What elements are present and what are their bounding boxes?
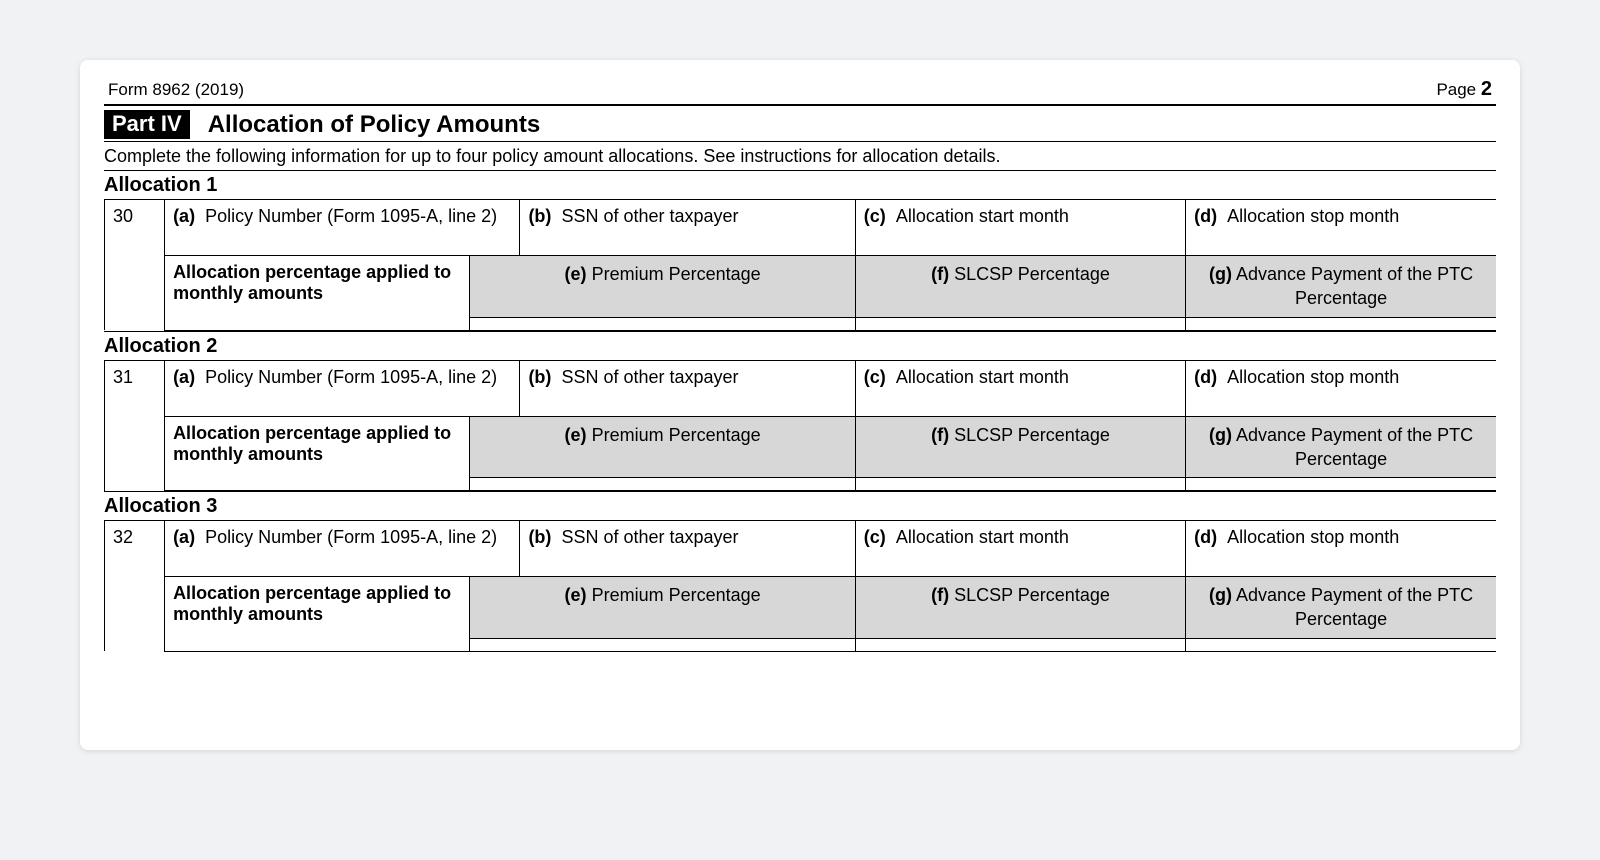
line-number: 31 [105, 360, 165, 491]
cell-a[interactable]: (a) Policy Number (Form 1095-A, line 2) [165, 521, 520, 577]
allocation-heading: Allocation 3 [104, 491, 1496, 520]
cell-g-header: (g) Advance Payment of the PTC Percentag… [1186, 256, 1496, 318]
row2-left-label: Allocation percentage applied to monthly… [165, 577, 470, 652]
cell-f-input[interactable] [855, 317, 1185, 330]
cell-g-header: (g) Advance Payment of the PTC Percentag… [1186, 416, 1496, 478]
allocation-table-3: 32 (a) Policy Number (Form 1095-A, line … [104, 520, 1496, 652]
part-instruction: Complete the following information for u… [104, 142, 1496, 170]
cell-b[interactable]: (b) SSN of other taxpayer [520, 521, 855, 577]
cell-g-input[interactable] [1186, 638, 1496, 651]
cell-d[interactable]: (d) Allocation stop month [1186, 360, 1496, 416]
cell-d[interactable]: (d) Allocation stop month [1186, 521, 1496, 577]
cell-d[interactable]: (d) Allocation stop month [1186, 200, 1496, 256]
allocation-heading: Allocation 2 [104, 331, 1496, 360]
cell-g-header: (g) Advance Payment of the PTC Percentag… [1186, 577, 1496, 639]
allocation-table-1: 30 (a) Policy Number (Form 1095-A, line … [104, 199, 1496, 331]
cell-b[interactable]: (b) SSN of other taxpayer [520, 200, 855, 256]
page-label: Page [1436, 80, 1480, 99]
cell-e-input[interactable] [470, 478, 855, 491]
cell-f-header: (f) SLCSP Percentage [855, 256, 1185, 318]
cell-f-header: (f) SLCSP Percentage [855, 416, 1185, 478]
cell-e-header: (e) Premium Percentage [470, 256, 855, 318]
cell-e-input[interactable] [470, 638, 855, 651]
cell-f-input[interactable] [855, 478, 1185, 491]
cell-c[interactable]: (c) Allocation start month [855, 200, 1185, 256]
page-number: 2 [1481, 78, 1492, 100]
allocation-table-2: 31 (a) Policy Number (Form 1095-A, line … [104, 360, 1496, 492]
cell-a[interactable]: (a) Policy Number (Form 1095-A, line 2) [165, 360, 520, 416]
form-card: Form 8962 (2019) Page 2 Part IV Allocati… [80, 60, 1520, 750]
part-header: Part IV Allocation of Policy Amounts [104, 110, 1496, 139]
cell-g-input[interactable] [1186, 317, 1496, 330]
cell-e-input[interactable] [470, 317, 855, 330]
cell-b[interactable]: (b) SSN of other taxpayer [520, 360, 855, 416]
line-number: 32 [105, 521, 165, 652]
part-badge: Part IV [104, 110, 190, 139]
cell-e-header: (e) Premium Percentage [470, 577, 855, 639]
line-number: 30 [105, 200, 165, 331]
row2-left-label: Allocation percentage applied to monthly… [165, 416, 470, 491]
cell-e-header: (e) Premium Percentage [470, 416, 855, 478]
cell-g-input[interactable] [1186, 478, 1496, 491]
form-id-year: Form 8962 (2019) [108, 80, 244, 100]
rule-thick [104, 104, 1496, 106]
cell-f-header: (f) SLCSP Percentage [855, 577, 1185, 639]
cell-f-input[interactable] [855, 638, 1185, 651]
cell-c[interactable]: (c) Allocation start month [855, 360, 1185, 416]
allocation-heading: Allocation 1 [104, 170, 1496, 199]
cell-c[interactable]: (c) Allocation start month [855, 521, 1185, 577]
page-indicator: Page 2 [1436, 78, 1492, 101]
row2-left-label: Allocation percentage applied to monthly… [165, 256, 470, 331]
form-header: Form 8962 (2019) Page 2 [104, 78, 1496, 104]
part-title: Allocation of Policy Amounts [208, 111, 540, 139]
cell-a[interactable]: (a) Policy Number (Form 1095-A, line 2) [165, 200, 520, 256]
